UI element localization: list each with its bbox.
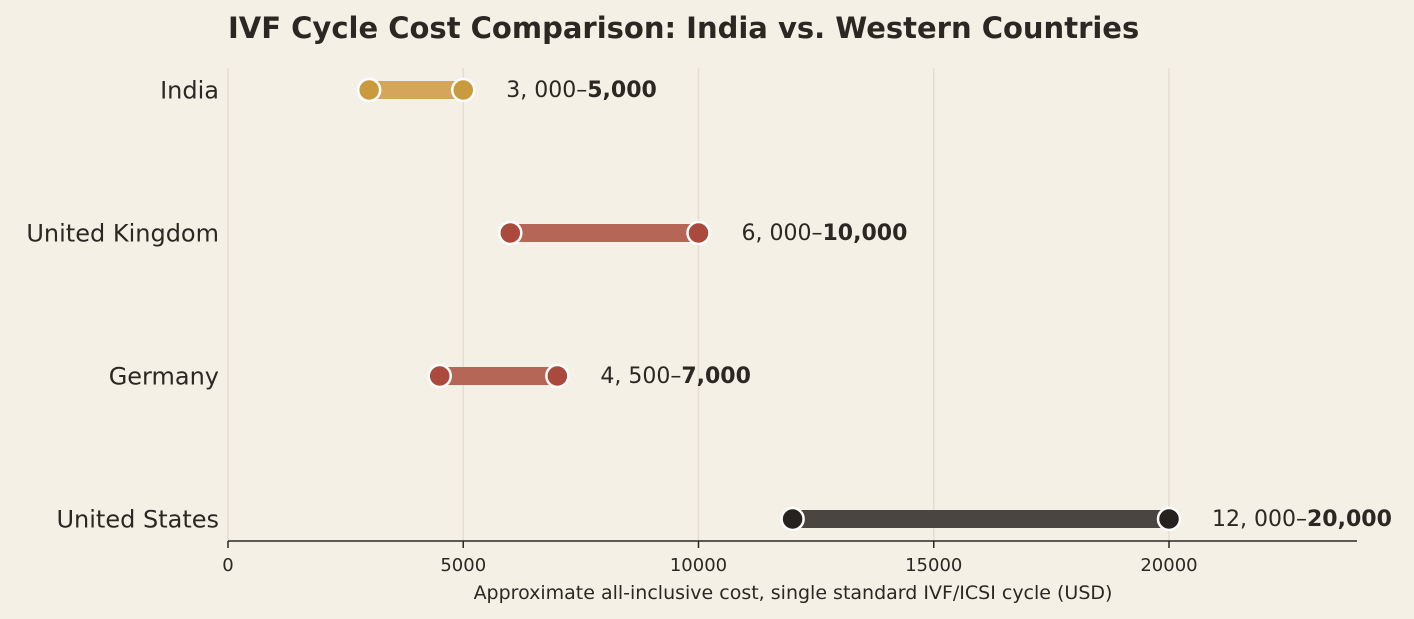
range-low-text: 4, 500– (600, 364, 681, 389)
chart-title: IVF Cycle Cost Comparison: India vs. Wes… (228, 11, 1139, 45)
range-high-text: 5,000 (587, 78, 657, 103)
range-high-text: 10,000 (822, 221, 907, 246)
low-marker (356, 77, 382, 103)
low-marker (780, 506, 805, 532)
range-value-label: 12, 000–20,000 (1212, 507, 1392, 532)
grid-lines (227, 68, 1170, 541)
high-marker (451, 77, 476, 103)
range-value-label: 6, 000–10,000 (742, 221, 908, 246)
x-tick-label: 20000 (1140, 555, 1197, 576)
category-label: Germany (109, 363, 219, 391)
range-value-label: 4, 500–7,000 (600, 364, 751, 389)
category-labels: India United Kingdom Germany United States (26, 77, 219, 534)
high-marker (545, 363, 570, 389)
low-marker (498, 220, 523, 246)
range-high-text: 7,000 (681, 364, 751, 389)
x-tick-label: 0 (222, 555, 233, 576)
high-marker (1156, 506, 1182, 532)
low-marker (427, 363, 452, 389)
x-tick-label: 10000 (670, 555, 727, 576)
category-label: United States (56, 506, 219, 534)
x-axis-label: Approximate all-inclusive cost, single s… (474, 582, 1113, 604)
range-low-text: 6, 000– (742, 221, 823, 246)
x-axis-ticks: 0 5000 10000 15000 20000 (222, 541, 1198, 576)
category-label: India (160, 77, 219, 105)
range-low-text: 12, 000– (1212, 507, 1307, 532)
range-high-text: 20,000 (1307, 507, 1392, 532)
range-bars: 3, 000–5,000 6, 000–10,000 4, 500–7,000 12,… (356, 77, 1392, 532)
high-marker (686, 220, 711, 246)
x-tick-label: 15000 (905, 555, 962, 576)
x-tick-label: 5000 (440, 555, 486, 576)
category-label: United Kingdom (26, 220, 219, 248)
range-low-text: 3, 000– (506, 78, 587, 103)
range-value-label: 3, 000–5,000 (506, 78, 657, 103)
